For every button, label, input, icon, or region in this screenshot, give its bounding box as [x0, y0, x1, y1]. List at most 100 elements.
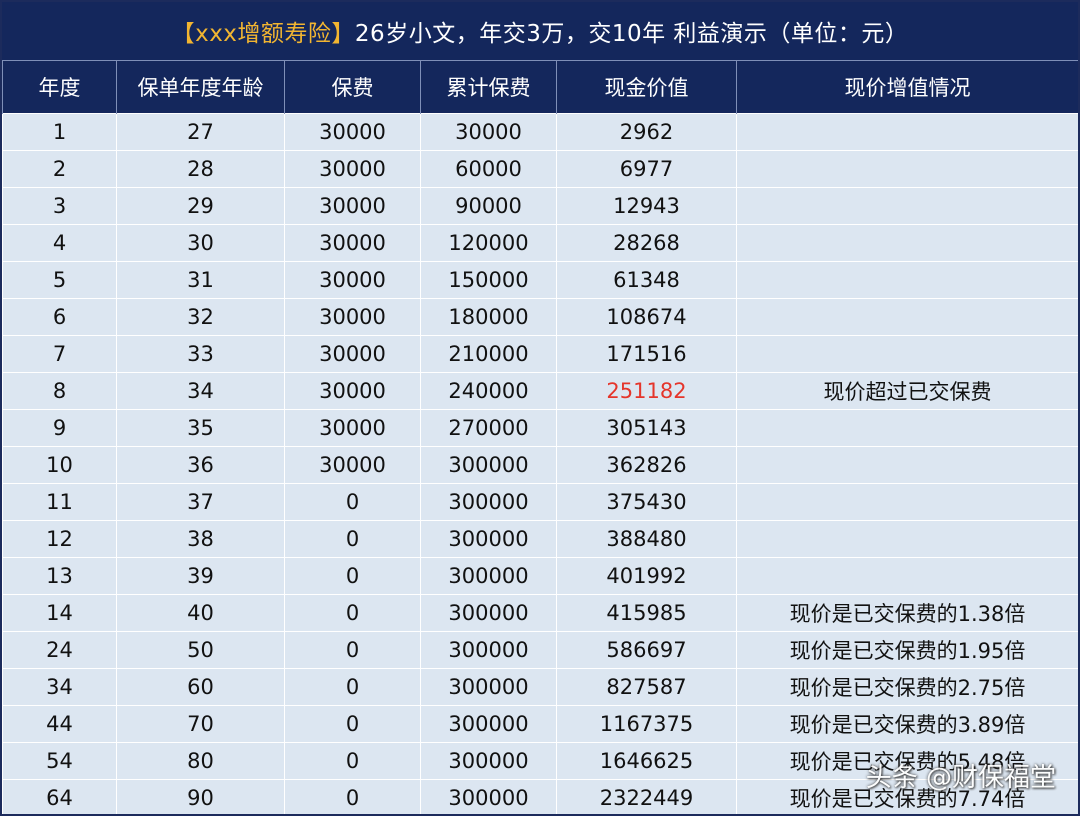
cell-cumulative: 30000	[420, 113, 557, 151]
cell-note	[736, 261, 1078, 299]
cell-cash-value: 2322449	[556, 779, 737, 814]
cell-year: 54	[2, 742, 117, 780]
cell-cumulative: 300000	[420, 594, 557, 632]
table-row: 10 36 30000 300000 362826	[2, 446, 1078, 484]
cell-note	[736, 224, 1078, 262]
cell-premium: 30000	[284, 187, 421, 225]
cell-cash-value: 586697	[556, 631, 737, 669]
cell-cash-value: 28268	[556, 224, 737, 262]
cell-age: 80	[116, 742, 285, 780]
cell-note: 现价超过已交保费	[736, 372, 1078, 410]
cell-age: 33	[116, 335, 285, 373]
table-row: 14 40 0 300000 415985 现价是已交保费的1.38倍	[2, 594, 1078, 632]
table-body: 1 27 30000 30000 2962 2 28 30000 60000 6977 3 29 300…	[2, 113, 1078, 814]
cell-note	[736, 557, 1078, 595]
cell-note: 现价是已交保费的5.48倍	[736, 742, 1078, 780]
cell-cash-value: 1646625	[556, 742, 737, 780]
cell-cumulative: 90000	[420, 187, 557, 225]
cell-year: 64	[2, 779, 117, 814]
cell-cash-value: 61348	[556, 261, 737, 299]
cell-premium: 0	[284, 557, 421, 595]
table-row: 4 30 30000 120000 28268	[2, 224, 1078, 262]
cell-premium: 30000	[284, 150, 421, 188]
table-row: 2 28 30000 60000 6977	[2, 150, 1078, 188]
cell-age: 36	[116, 446, 285, 484]
cell-year: 10	[2, 446, 117, 484]
cell-premium: 30000	[284, 409, 421, 447]
cell-year: 5	[2, 261, 117, 299]
cell-premium: 0	[284, 668, 421, 706]
cell-premium: 30000	[284, 446, 421, 484]
cell-cash-value: 388480	[556, 520, 737, 558]
cell-note	[736, 520, 1078, 558]
cell-year: 44	[2, 705, 117, 743]
cell-cash-value: 251182	[556, 372, 737, 410]
cell-cumulative: 150000	[420, 261, 557, 299]
cell-cash-value: 827587	[556, 668, 737, 706]
cell-note	[736, 409, 1078, 447]
cell-premium: 0	[284, 594, 421, 632]
table-row: 12 38 0 300000 388480	[2, 520, 1078, 558]
cell-year: 2	[2, 150, 117, 188]
cell-cash-value: 375430	[556, 483, 737, 521]
header-row: 年度 保单年度年龄 保费 累计保费 现金价值 现价增值情况	[2, 60, 1078, 114]
cell-cumulative: 300000	[420, 779, 557, 814]
cell-year: 1	[2, 113, 117, 151]
cell-age: 50	[116, 631, 285, 669]
cell-note	[736, 483, 1078, 521]
watermark: 头条 @财保福堂	[865, 763, 1056, 793]
cell-cumulative: 120000	[420, 224, 557, 262]
cell-cash-value: 415985	[556, 594, 737, 632]
table-row: 34 60 0 300000 827587 现价是已交保费的2.75倍	[2, 668, 1078, 706]
table-row: 8 34 30000 240000 251182 现价超过已交保费	[2, 372, 1078, 410]
cell-note: 现价是已交保费的7.74倍	[736, 779, 1078, 814]
table-row: 1 27 30000 30000 2962	[2, 113, 1078, 151]
cell-premium: 30000	[284, 224, 421, 262]
cell-cash-value: 2962	[556, 113, 737, 151]
cell-year: 12	[2, 520, 117, 558]
table-row: 9 35 30000 270000 305143	[2, 409, 1078, 447]
cell-age: 40	[116, 594, 285, 632]
cell-cumulative: 300000	[420, 483, 557, 521]
header-cash-value: 现金价值	[556, 60, 737, 114]
cell-year: 7	[2, 335, 117, 373]
table-row: 6 32 30000 180000 108674	[2, 298, 1078, 336]
table-title: 【xxx增额寿险】 26岁小文，年交3万，交10年 利益演示（单位：元）	[2, 2, 1078, 60]
table-row: 7 33 30000 210000 171516	[2, 335, 1078, 373]
cell-age: 90	[116, 779, 285, 814]
cell-year: 4	[2, 224, 117, 262]
cell-cumulative: 270000	[420, 409, 557, 447]
cell-age: 32	[116, 298, 285, 336]
cell-cumulative: 300000	[420, 631, 557, 669]
cell-cash-value: 171516	[556, 335, 737, 373]
cell-premium: 0	[284, 742, 421, 780]
cell-premium: 0	[284, 779, 421, 814]
cell-note	[736, 150, 1078, 188]
cell-age: 31	[116, 261, 285, 299]
cell-age: 34	[116, 372, 285, 410]
cell-note: 现价是已交保费的1.38倍	[736, 594, 1078, 632]
table-row: 13 39 0 300000 401992	[2, 557, 1078, 595]
cell-cumulative: 300000	[420, 742, 557, 780]
table-row: 11 37 0 300000 375430	[2, 483, 1078, 521]
cell-year: 14	[2, 594, 117, 632]
table-row: 24 50 0 300000 586697 现价是已交保费的1.95倍	[2, 631, 1078, 669]
cell-age: 60	[116, 668, 285, 706]
cell-premium: 0	[284, 520, 421, 558]
cell-year: 11	[2, 483, 117, 521]
cell-note: 现价是已交保费的1.95倍	[736, 631, 1078, 669]
cell-cash-value: 1167375	[556, 705, 737, 743]
title-text: 26岁小文，年交3万，交10年 利益演示（单位：元）	[354, 21, 909, 47]
cell-age: 37	[116, 483, 285, 521]
cell-note	[736, 298, 1078, 336]
cell-cash-value: 108674	[556, 298, 737, 336]
title-brand: 【xxx增额寿险】	[171, 21, 355, 47]
table-row: 5 31 30000 150000 61348	[2, 261, 1078, 299]
cell-note	[736, 446, 1078, 484]
cell-cumulative: 60000	[420, 150, 557, 188]
cell-year: 24	[2, 631, 117, 669]
cell-premium: 30000	[284, 298, 421, 336]
cell-age: 27	[116, 113, 285, 151]
table-row: 64 90 0 300000 2322449 现价是已交保费的7.74倍	[2, 779, 1078, 814]
